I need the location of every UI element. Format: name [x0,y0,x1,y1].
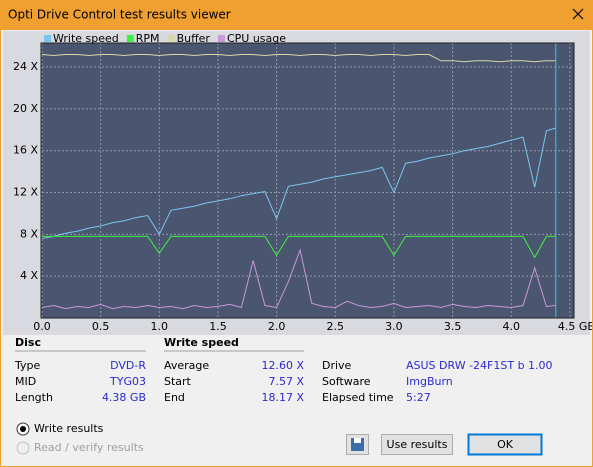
legend-swatch [217,35,225,42]
y-tick-label: 16 X [13,144,38,157]
info-value: TYG03 [109,375,146,388]
info-value: 12.60 X [261,359,304,372]
x-tick-label: 0.0 [33,320,51,333]
x-tick-label: 4.5 GB [558,320,592,333]
write-speed-heading: Write speed [164,336,239,349]
info-label: End [164,391,185,404]
series-line [42,235,556,259]
info-value: ImgBurn [406,375,453,388]
info: Type DVD-R MID TYG03 Length 4.38 GB Average 12.… [14,359,553,404]
info-label: MID [15,375,36,388]
y-tick-label: 20 X [13,102,38,115]
x-tick-label: 2.5 [327,320,345,333]
close-button[interactable] [572,8,584,20]
button-label: OK [497,438,514,451]
legend-label: CPU usage [227,32,286,45]
x-tick-label: 3.5 [444,320,462,333]
legend-label: Write speed [53,32,119,45]
legend-label: Buffer [177,32,211,45]
x-tick-label: 2.0 [268,320,286,333]
plot-area [41,43,574,318]
y-tick-label: 4 X [20,269,38,282]
info-value: 7.57 X [268,375,304,388]
disc-heading: Disc [15,336,41,349]
radio-dot [20,426,26,432]
info-label: Drive [322,359,352,372]
series-line [41,127,556,239]
window-title: Opti Drive Control test results viewer [8,8,231,22]
option[interactable]: Write results [34,422,104,435]
info-label: Average [164,359,209,372]
button-label: Use results [387,438,448,451]
info-label: Software [322,375,371,388]
info-label: Type [14,359,40,372]
info-label: Start [164,375,192,388]
series-line [41,54,556,63]
legend-label: RPM [136,32,160,45]
option: Read / verify results [34,441,144,454]
plot-border [40,42,575,319]
info-label: Length [15,391,53,404]
save-icon [354,438,361,443]
y-tick-label: 8 X [20,227,38,240]
button[interactable] [467,433,543,456]
info-value: ASUS DRW -24F1ST b 1.00 [406,359,553,372]
legend-swatch [167,35,175,42]
info-value: DVD-R [110,359,146,372]
legend-swatch [126,35,134,42]
button[interactable] [381,434,453,455]
info-label: Elapsed time [322,391,394,404]
legend-swatch [44,35,51,42]
series-line [41,248,556,310]
radio [16,441,30,455]
title-bar [1,1,592,30]
x-tick-label: 1.0 [151,320,169,333]
chart: 4 X 8 X 12 X 16 X 20 X 24 X 0.0 0.5 1.0 1.5 2.0 2.5… [13,32,592,333]
x-tick-label: 3.0 [385,320,403,333]
info-value: 5:27 [406,391,431,404]
info-value: 18.17 X [261,391,304,404]
x-tick-label: 4.0 [502,320,520,333]
x-tick-label: 0.5 [92,320,110,333]
y-tick-label: 24 X [13,60,38,73]
info-value: 4.38 GB [102,391,146,404]
x-tick-label: 1.5 [209,320,227,333]
y-tick-label: 12 X [13,186,38,199]
